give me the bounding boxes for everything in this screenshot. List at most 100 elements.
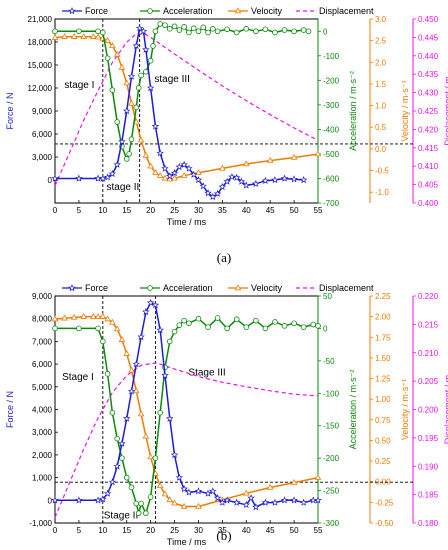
- data-point: [290, 175, 298, 183]
- data-point: [109, 87, 116, 93]
- data-point: [143, 68, 149, 75]
- force-line: [55, 302, 318, 508]
- data-point: [162, 22, 168, 28]
- data-point: [262, 325, 269, 332]
- data-point: [138, 500, 144, 507]
- stage-label: stage III: [154, 74, 190, 85]
- data-point: [271, 498, 279, 506]
- x-axis-label: Time / ms: [167, 537, 207, 547]
- data-point: [204, 489, 212, 497]
- data-point: [113, 325, 121, 332]
- velocity-series: [51, 313, 322, 509]
- stage-label: stage II: [106, 182, 139, 193]
- velocity-tick-label: 0.50: [375, 436, 391, 445]
- data-point: [137, 410, 145, 417]
- legend-item-force: Force: [62, 283, 108, 293]
- data-point: [247, 494, 255, 502]
- data-point: [291, 320, 297, 327]
- force-tick-label: 9,000: [32, 292, 53, 301]
- data-point: [114, 435, 120, 442]
- x-tick-label: 35: [218, 526, 227, 535]
- data-point: [161, 371, 169, 379]
- data-point: [175, 473, 184, 481]
- data-point: [100, 338, 106, 345]
- legend-item-force: Force: [62, 6, 108, 16]
- data-point: [142, 307, 150, 316]
- x-tick-label: 5: [77, 526, 82, 535]
- data-point: [80, 313, 87, 319]
- x-axis: 0 5 10 15 20 25 30 35 40 45 50 55 Time / ms: [53, 520, 323, 547]
- data-point: [147, 57, 154, 64]
- velocity-tick-label: -0.25: [375, 498, 394, 507]
- data-point: [213, 189, 222, 198]
- data-point: [243, 26, 250, 32]
- acceleration-tick-label: -300: [323, 519, 340, 528]
- data-point: [114, 119, 120, 125]
- acceleration-series: [52, 21, 312, 162]
- acceleration-tick-label: -400: [323, 125, 340, 134]
- data-point: [99, 495, 107, 503]
- data-point: [68, 284, 76, 292]
- force-tick-label: 0: [48, 496, 53, 505]
- data-point: [309, 496, 317, 504]
- force-tick-label: 4,000: [32, 406, 53, 415]
- data-point: [128, 136, 135, 143]
- data-point: [194, 176, 203, 184]
- data-point: [165, 414, 174, 422]
- data-point: [119, 455, 125, 461]
- data-point: [137, 136, 145, 143]
- data-point: [242, 181, 251, 189]
- data-point: [314, 496, 322, 504]
- data-point: [261, 498, 270, 506]
- data-point: [272, 319, 278, 325]
- data-point: [299, 176, 308, 184]
- data-point: [166, 496, 174, 503]
- data-point: [234, 7, 242, 14]
- legend-label: Velocity: [251, 283, 283, 293]
- velocity-tick-label: 0.00: [375, 478, 391, 487]
- data-point: [94, 496, 102, 504]
- acceleration-tick-label: -50: [323, 357, 335, 366]
- displacement-tick-label: 0.410: [418, 162, 439, 171]
- acceleration-tick-label: -700: [323, 199, 340, 208]
- legend-label: Acceleration: [163, 283, 213, 293]
- data-point: [132, 360, 141, 368]
- data-point: [161, 174, 169, 181]
- data-point: [199, 182, 207, 190]
- data-point: [181, 317, 187, 324]
- legend-label: Force: [85, 6, 108, 16]
- data-point: [142, 45, 150, 53]
- displacement-axis: 0.180 0.185 0.190 0.195 0.200 0.205 0.210 0.215…: [412, 292, 448, 528]
- velocity-tick-label: 1.00: [375, 395, 391, 404]
- force-axis: -1,000 0 1,000 2,000 3,000 4,000 5,000 6,000 7,0…: [5, 292, 58, 528]
- displacement-tick-label: 0.430: [418, 89, 439, 98]
- velocity-tick-label: 1.75: [375, 333, 391, 342]
- data-point: [89, 33, 97, 39]
- data-point: [75, 174, 83, 182]
- data-point: [205, 324, 211, 330]
- data-point: [76, 28, 82, 35]
- x-tick-label: 45: [266, 526, 275, 535]
- data-point: [133, 387, 140, 394]
- data-point: [142, 432, 150, 439]
- velocity-tick-label: 3.0: [375, 15, 387, 24]
- x-axis: 0 5 10 15 20 25 30 35 40 45 50 55 Time / ms: [53, 200, 323, 227]
- displacement-line: [54, 362, 319, 518]
- data-point: [94, 174, 102, 182]
- displacement-tick-label: 0.220: [418, 292, 439, 301]
- data-point: [180, 160, 188, 168]
- data-point: [156, 482, 164, 489]
- chart-panel-a: 0 5 10 15 20 25 30 35 40 45 50 55 Time / ms 0 3,000 6,0…: [5, 6, 448, 265]
- data-point: [147, 285, 153, 291]
- data-point: [76, 325, 82, 332]
- velocity-tick-label: 1.50: [375, 354, 391, 363]
- data-point: [152, 455, 159, 461]
- data-point: [122, 107, 131, 115]
- velocity-tick-label: 0.0: [375, 145, 387, 154]
- data-point: [109, 42, 116, 49]
- data-point: [218, 182, 227, 191]
- data-point: [252, 179, 260, 188]
- displacement-tick-label: 0.185: [418, 491, 439, 500]
- data-point: [237, 177, 246, 185]
- plot-frame: [54, 295, 319, 524]
